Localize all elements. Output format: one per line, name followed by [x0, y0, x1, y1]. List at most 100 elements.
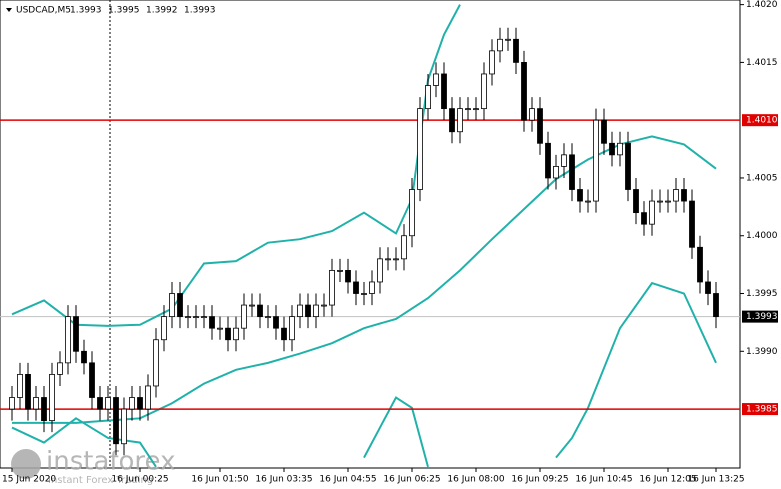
candle-body: [441, 73, 447, 110]
watermark-brand: instaforex: [46, 447, 175, 477]
y-tick-label: 1.4005: [746, 173, 778, 183]
candle-body: [297, 304, 303, 318]
candle-body: [585, 200, 591, 203]
candle-body: [201, 316, 207, 319]
y-tick-label: 1.4015: [746, 58, 778, 68]
y-tick-label: 1.4020: [746, 0, 778, 10]
candle-body: [329, 269, 335, 306]
candle-body: [569, 154, 575, 190]
candle-body: [265, 316, 271, 319]
band-line: [11, 281, 717, 468]
candle-body: [169, 293, 175, 318]
candle-body: [433, 73, 439, 86]
candle-body: [425, 85, 431, 110]
candle-body: [17, 373, 23, 398]
candle-body: [497, 38, 503, 52]
candle-body: [233, 327, 239, 341]
candle-body: [513, 38, 519, 63]
candle-body: [65, 316, 71, 364]
y-tick-label: 1.3995: [746, 289, 778, 299]
candle-body: [137, 397, 143, 410]
candle-body: [697, 246, 703, 283]
candle-body: [649, 200, 655, 225]
y-tick-label: 1.3990: [746, 347, 778, 357]
x-tick-label: 16 Jun 06:25: [383, 475, 440, 485]
candle-body: [57, 362, 63, 375]
candle-body: [545, 142, 551, 179]
candle-body: [369, 281, 375, 294]
candle-body: [41, 397, 47, 422]
x-tick-label: 16 Jun 12:05: [639, 475, 696, 485]
candle-body: [129, 397, 135, 410]
level-tag: [742, 114, 778, 127]
candle-body: [25, 373, 31, 410]
current-price-tag: [742, 310, 778, 323]
candle-body: [521, 62, 527, 121]
candle-body: [537, 108, 543, 144]
quote: 1.3995: [108, 6, 140, 16]
x-tick-label: 16 Jun 03:35: [255, 475, 312, 485]
candle-body: [417, 108, 423, 190]
candle-body: [401, 235, 407, 260]
candle-body: [113, 397, 119, 445]
candle-body: [289, 316, 295, 341]
candle-body: [529, 108, 535, 121]
candle-body: [193, 316, 199, 319]
candle-body: [601, 119, 607, 144]
candle-body: [73, 316, 79, 352]
candle-body: [105, 397, 111, 410]
symbol: USDCAD,M5: [16, 6, 71, 16]
candle-body: [345, 269, 351, 283]
candle-body: [593, 119, 599, 202]
candle-body: [577, 189, 583, 202]
watermark-logo: [11, 449, 41, 479]
x-tick-label: 16 Jun 10:45: [575, 475, 632, 485]
plot-area: [0, 0, 741, 469]
candle-body: [281, 327, 287, 341]
candle-body: [209, 316, 215, 329]
x-tick-label: 16 Jun 01:50: [191, 475, 248, 485]
current-price-label: 1.3993: [746, 312, 778, 322]
candle-body: [489, 50, 495, 75]
candle-body: [49, 373, 55, 422]
candle-body: [673, 189, 679, 202]
candle-body: [89, 362, 95, 398]
header-icon: [6, 8, 12, 12]
candle-body: [305, 304, 311, 318]
candle-body: [33, 397, 39, 410]
candle-body: [681, 189, 687, 202]
candle-body: [81, 350, 87, 364]
candle-body: [633, 189, 639, 214]
candle-body: [609, 142, 615, 156]
candle-body: [625, 142, 631, 190]
candle-body: [465, 108, 471, 111]
candle-body: [665, 200, 671, 203]
candle-body: [505, 38, 511, 41]
level-label: 1.3985: [746, 405, 778, 415]
candle-body: [313, 304, 319, 318]
candle-body: [177, 293, 183, 318]
candle-body: [561, 154, 567, 167]
candle-body: [185, 316, 191, 319]
candle-body: [353, 281, 359, 294]
candle-body: [713, 293, 719, 318]
candle-body: [409, 189, 415, 237]
candle-body: [121, 408, 127, 445]
candle-body: [97, 397, 103, 410]
candle-body: [481, 73, 487, 110]
candle-body: [385, 258, 391, 261]
candle-body: [225, 327, 231, 341]
x-tick-label: 16 Jun 00:25: [111, 475, 168, 485]
candle-body: [377, 258, 383, 283]
x-tick-label: 15 Jun 2020: [2, 475, 56, 485]
level-tag: [742, 403, 778, 416]
candle-body: [617, 142, 623, 156]
candle-body: [145, 385, 151, 410]
y-tick-label: 1.4000: [746, 231, 778, 241]
watermark-tagline: Instant Forex Trading: [48, 475, 153, 486]
candle-body: [361, 293, 367, 295]
x-tick-label: 16 Jun 13:25: [687, 475, 744, 485]
candle-body: [217, 327, 223, 330]
candle-body: [153, 339, 159, 387]
